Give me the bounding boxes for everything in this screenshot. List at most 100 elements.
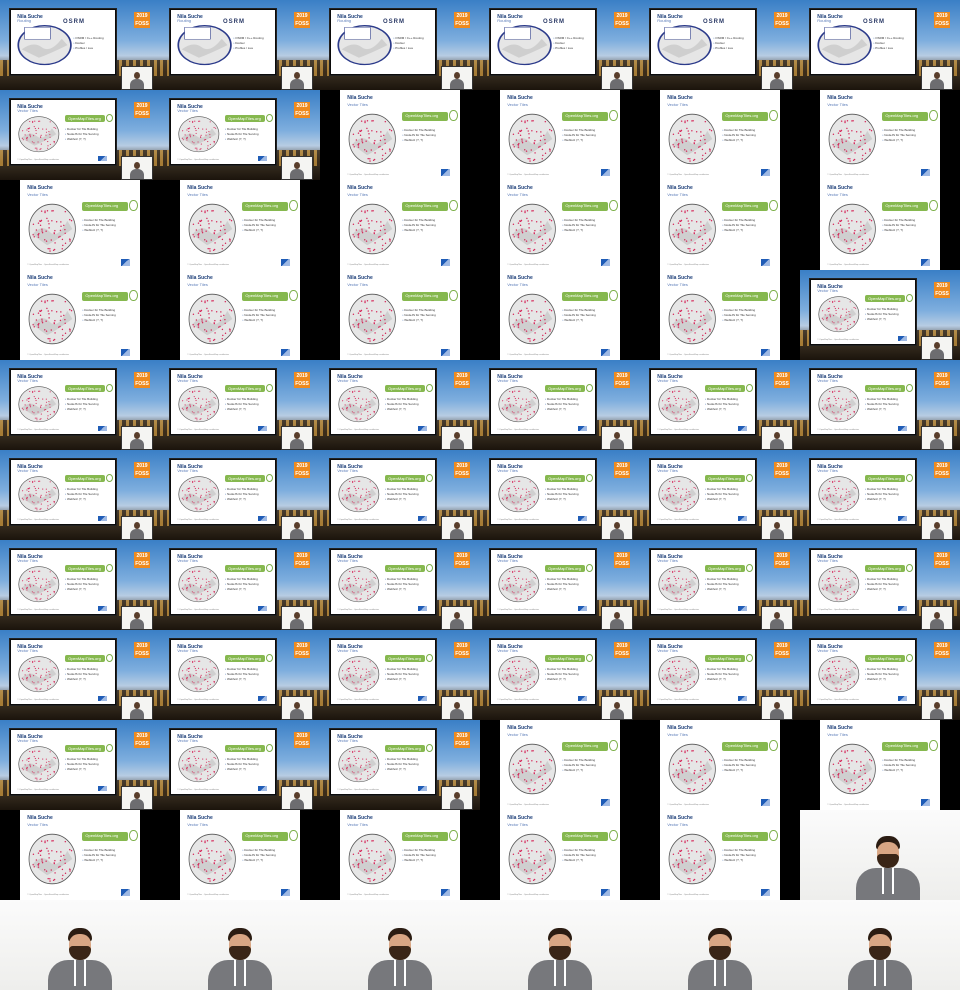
bullet-item: NodeJS für Tile Serving [225, 402, 259, 407]
speaker-body [290, 439, 304, 449]
bullet-item: NodeJS für Tile Serving [545, 492, 579, 497]
slide-bullets: Docker für Tile BuildingNodeJS für Tile … [545, 667, 579, 682]
bullet-item: NodeJS für Tile Serving [385, 582, 419, 587]
footer-logo [120, 259, 131, 267]
slide-bullets: Docker für Tile BuildingNodeJS für Tile … [705, 667, 739, 682]
slide-footer: © OpenMapTiles · OpenStreetMap contribut… [667, 174, 710, 177]
speaker [524, 928, 596, 990]
slide-bullets: Docker für Tile BuildingNodeJS für Tile … [385, 577, 419, 592]
lanyard [714, 960, 726, 986]
lanyard [74, 960, 86, 986]
bullet-item: Webfetz (?, ?) [722, 768, 755, 773]
openmaptiles-badge: OpenMapTiles.org [402, 831, 448, 841]
map-circle [178, 746, 220, 783]
bullet-item: Docker für Tile Building [562, 848, 595, 853]
speaker-inset [441, 786, 473, 810]
slide-title: Nila Suche [177, 733, 203, 740]
speaker-inset [281, 156, 313, 180]
slide-map [827, 202, 877, 256]
slide-map [27, 292, 77, 346]
speaker-inset [281, 606, 313, 630]
slide-subtitle: Vector Tiles [177, 468, 198, 474]
slide-map [657, 565, 701, 603]
magnifier-icon [425, 654, 433, 663]
bullet-item: NodeJS für Tile Serving [65, 762, 99, 767]
openmaptiles-badge: OpenMapTiles.org [722, 291, 768, 301]
footer-logo [578, 516, 587, 522]
foss-logo: 2019 FOSS [614, 552, 630, 568]
slide-bullets: Docker für Tile BuildingNodeJS für Tile … [865, 487, 899, 502]
bullet-item: Webfetz (?, ?) [722, 318, 755, 323]
slide-map [177, 475, 221, 513]
bullet-item: NodeJS für Tile Serving [225, 132, 259, 137]
osrm-logo: OSRM [863, 18, 885, 25]
foss-logo: 2019 FOSS [134, 642, 150, 658]
slide-title: Nila Suche [507, 185, 533, 192]
slide-title: Nila Suche [17, 643, 43, 650]
bullet-item: Profiles / Lua [873, 46, 903, 51]
slide-subtitle: Vector Tiles [337, 558, 358, 564]
map-circle [348, 833, 396, 884]
slide-map [657, 475, 701, 513]
bullet-item: Docker für Tile Building [545, 397, 578, 402]
slide-footer: © OpenMapTiles · OpenStreetMap contribut… [17, 609, 60, 612]
slide-bullets: Docker für Tile BuildingNodeJS für Tile … [865, 307, 899, 322]
lanyard [882, 868, 894, 894]
slide-map [817, 655, 861, 693]
slide-subtitle: Vector Tiles [187, 191, 208, 197]
speaker [852, 836, 924, 900]
bullet-item: Webfetz (?, ?) [65, 407, 98, 412]
magnifier-icon [745, 564, 753, 573]
speaker-inset [441, 426, 473, 450]
slide-subtitle: Vector Tiles [497, 558, 518, 564]
openmaptiles-badge: OpenMapTiles.org [225, 475, 265, 482]
bullet-item: Webfetz (?, ?) [545, 677, 578, 682]
slide-bullets: Docker für Tile BuildingNodeJS für Tile … [82, 308, 116, 323]
speaker-head [454, 522, 460, 529]
openmaptiles-badge: OpenMapTiles.org [865, 295, 905, 302]
foss-logo: 2019 FOSS [614, 12, 630, 28]
bullet-item: Docker für Tile Building [705, 667, 738, 672]
slide-title: Nila Suche [657, 373, 683, 380]
map-circle [508, 833, 556, 884]
slide-title: Nila Suche [817, 463, 843, 470]
bullet-item: Webfetz (?, ?) [882, 768, 915, 773]
slide-map-zoom [16, 24, 73, 66]
magnifier-icon [585, 384, 593, 393]
map-circle [668, 833, 716, 884]
slide-map [827, 742, 877, 796]
map-circle [818, 386, 860, 423]
bullet-item: Docker für Tile Building [705, 577, 738, 582]
osrm-logo: OSRM [543, 18, 565, 25]
speaker-beard [709, 946, 731, 960]
slide-subtitle: Vector Tiles [337, 378, 358, 384]
bullet-item: Webfetz (?, ?) [722, 858, 755, 863]
openmaptiles-badge: OpenMapTiles.org [225, 565, 265, 572]
map-circle [28, 293, 76, 344]
slide-title: Nila Suche [17, 733, 43, 740]
slide-title: Nila Suche [17, 373, 43, 380]
map-circle [178, 656, 220, 693]
speaker-head [134, 612, 140, 619]
speaker-body [930, 439, 944, 449]
map-circle [498, 566, 540, 603]
footer-logo [418, 606, 427, 612]
map-circle [498, 386, 540, 423]
slide-title: Nila Suche [817, 643, 843, 650]
speaker-inset [601, 606, 633, 630]
speaker-body [770, 529, 784, 539]
speaker-body [930, 79, 944, 89]
speaker-torso [688, 960, 752, 990]
